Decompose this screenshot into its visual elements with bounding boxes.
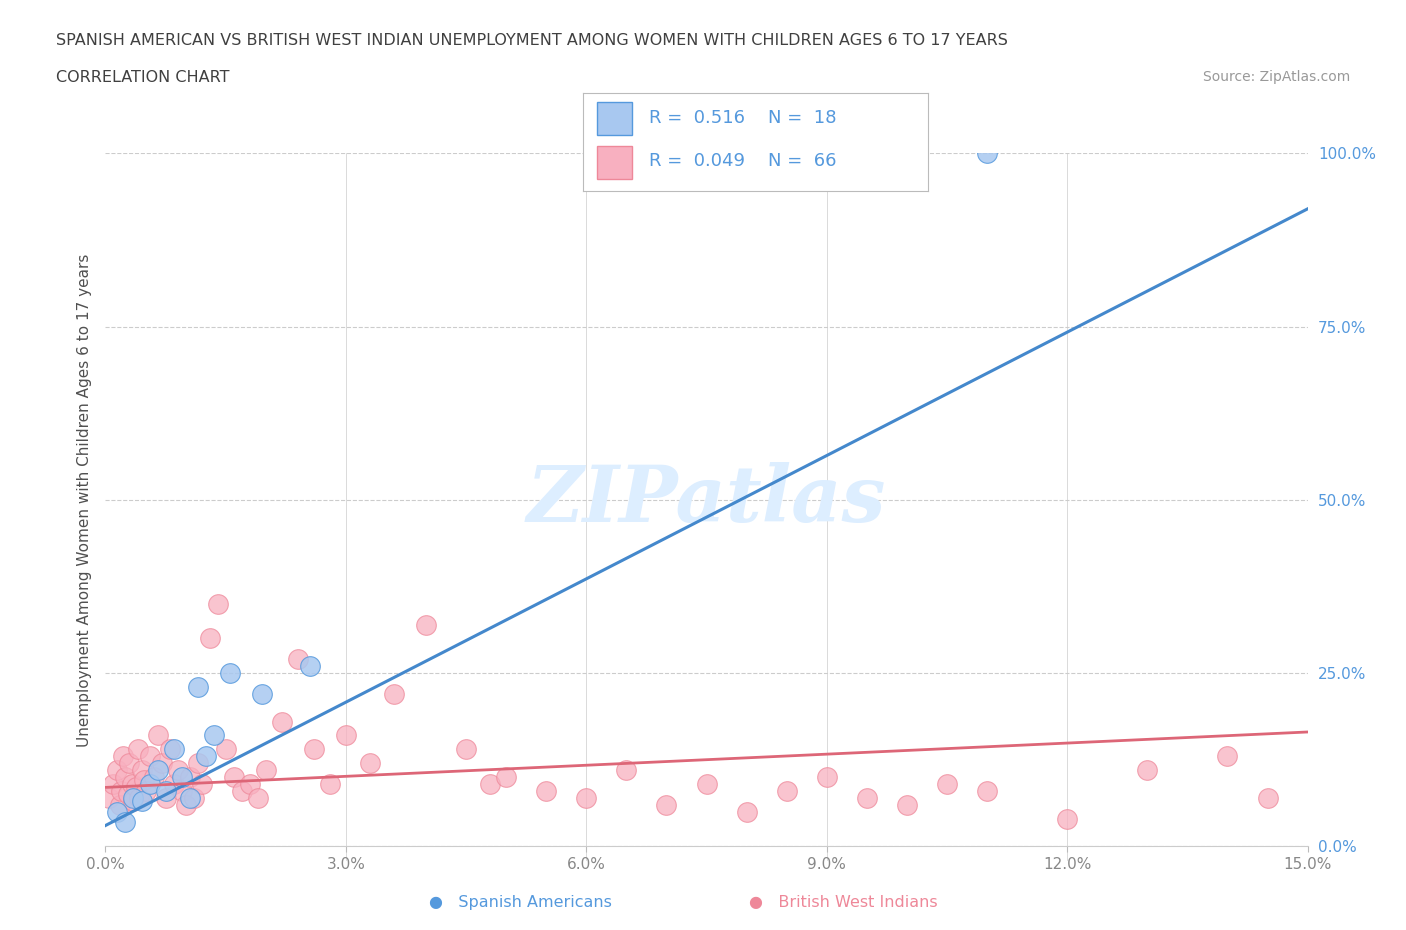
Point (456, 742, 478, 757)
Point (735, 804, 758, 819)
Point (117, 787, 139, 802)
Point (1056, 811, 1078, 826)
Text: CORRELATION CHART: CORRELATION CHART (56, 70, 229, 85)
Point (150, 756, 173, 771)
Point (815, 770, 838, 785)
Point (250, 686, 273, 701)
Point (125, 780, 148, 795)
Text: R =  0.516    N =  18: R = 0.516 N = 18 (650, 109, 837, 126)
Point (896, 797, 918, 812)
Point (170, 770, 193, 785)
Point (1257, 790, 1279, 805)
Point (382, 686, 405, 701)
Point (107, 804, 129, 819)
Point (415, 618, 437, 632)
Point (239, 777, 262, 791)
Point (302, 742, 325, 757)
Point (138, 749, 160, 764)
Point (214, 742, 236, 757)
Point (976, 783, 998, 798)
Point (976, 146, 998, 161)
Point (114, 770, 136, 785)
Text: ZIPatlas: ZIPatlas (527, 461, 886, 538)
Point (190, 777, 212, 791)
Point (1216, 749, 1239, 764)
Point (179, 770, 201, 785)
Point (335, 728, 357, 743)
Point (98, 790, 121, 805)
Point (207, 596, 229, 611)
Point (131, 794, 153, 809)
Point (128, 790, 150, 805)
Point (183, 790, 205, 805)
Text: Source: ZipAtlas.com: Source: ZipAtlas.com (1202, 70, 1350, 84)
Point (112, 749, 135, 764)
Point (776, 174, 799, 189)
Point (159, 742, 181, 757)
Point (135, 783, 157, 798)
Point (155, 783, 177, 798)
Point (246, 790, 269, 805)
Point (776, 783, 799, 798)
Point (319, 777, 342, 791)
Point (108, 797, 131, 812)
Point (218, 666, 240, 681)
Point (127, 742, 149, 757)
Point (110, 783, 132, 798)
Point (287, 652, 309, 667)
Point (114, 815, 136, 830)
Bar (598, 101, 631, 135)
Point (202, 728, 225, 743)
Point (155, 790, 177, 805)
Point (131, 763, 153, 777)
Point (696, 777, 718, 791)
Point (298, 658, 321, 673)
Point (103, 777, 125, 791)
Point (146, 728, 169, 743)
Point (121, 777, 143, 791)
Point (495, 770, 517, 785)
Point (132, 773, 155, 788)
Point (138, 777, 160, 791)
Point (122, 794, 145, 809)
Point (179, 790, 201, 805)
Y-axis label: Unemployment Among Women with Children Ages 6 to 17 years: Unemployment Among Women with Children A… (76, 253, 91, 747)
Text: R =  0.049    N =  66: R = 0.049 N = 66 (650, 152, 837, 170)
Point (166, 763, 188, 777)
Bar (598, 146, 631, 179)
Point (534, 783, 557, 798)
Point (616, 763, 638, 777)
Point (107, 763, 129, 777)
Text: SPANISH AMERICAN VS BRITISH WEST INDIAN UNEMPLOYMENT AMONG WOMEN WITH CHILDREN A: SPANISH AMERICAN VS BRITISH WEST INDIAN … (56, 33, 1008, 47)
Point (575, 790, 598, 805)
Point (222, 770, 245, 785)
Point (122, 790, 145, 805)
Point (146, 763, 169, 777)
Point (142, 770, 165, 785)
Point (187, 756, 209, 771)
Point (655, 797, 678, 812)
Point (254, 763, 277, 777)
Point (359, 756, 381, 771)
Point (162, 777, 184, 791)
Point (270, 714, 292, 729)
Text: ●   British West Indians: ● British West Indians (749, 895, 938, 910)
Point (187, 680, 209, 695)
Point (198, 631, 221, 646)
Point (170, 783, 193, 798)
Point (855, 790, 877, 805)
Point (1136, 763, 1159, 777)
Point (118, 756, 141, 771)
Point (194, 749, 217, 764)
Point (479, 777, 502, 791)
Point (936, 777, 959, 791)
Point (174, 797, 197, 812)
Text: ●   Spanish Americans: ● Spanish Americans (429, 895, 612, 910)
Point (162, 742, 184, 757)
Point (231, 783, 253, 798)
